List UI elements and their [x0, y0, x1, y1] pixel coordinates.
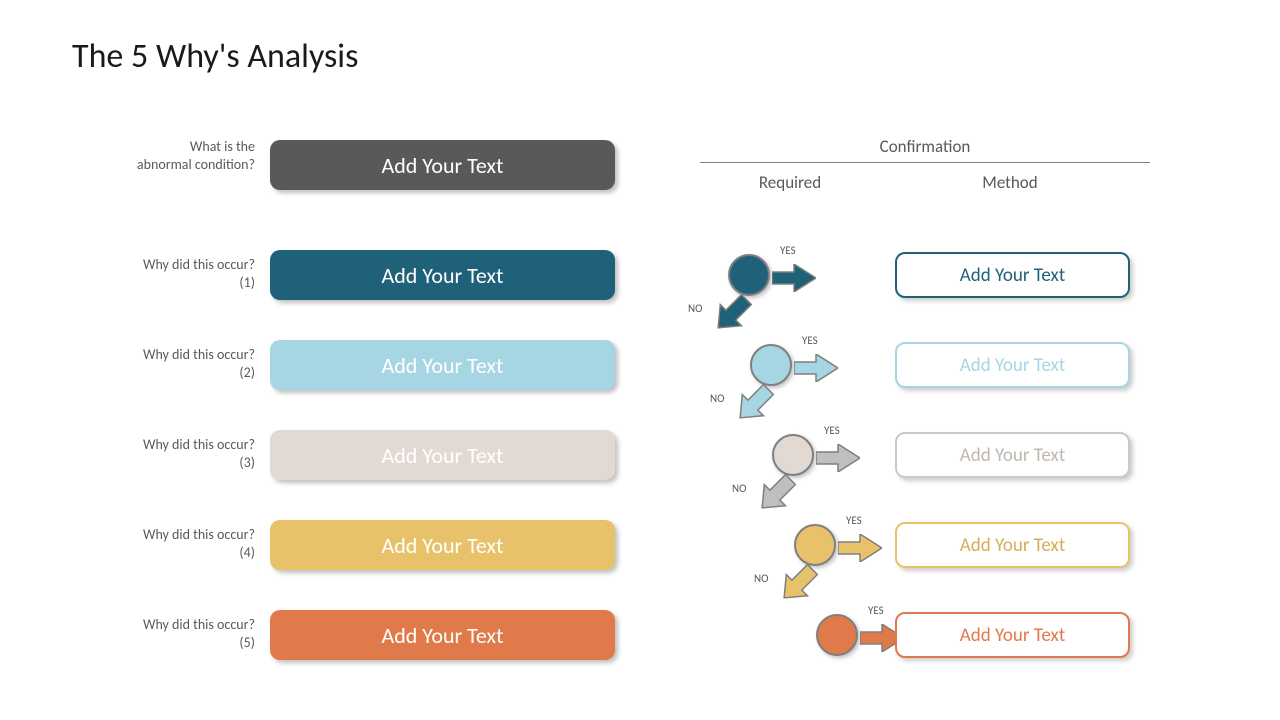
why-box-2[interactable]: Add Your Text	[270, 340, 615, 390]
page-title: The 5 Why's Analysis	[72, 36, 358, 77]
yes-label-2: YES	[802, 334, 818, 347]
no-label-1: NO	[688, 302, 702, 315]
yes-label-4: YES	[846, 514, 862, 527]
why-label-4: Why did this occur? (4)	[135, 526, 255, 562]
no-label-3: NO	[732, 482, 746, 495]
why-box-3[interactable]: Add Your Text	[270, 430, 615, 480]
no-arrow-icon-3	[754, 470, 800, 521]
yes-arrow-icon-1	[772, 264, 816, 297]
no-arrow-icon-4	[776, 560, 822, 611]
abnormal-condition-box[interactable]: Add Your Text	[270, 140, 615, 190]
yes-arrow-icon-4	[838, 534, 882, 567]
yes-arrow-icon-3	[816, 444, 860, 477]
why-label-5: Why did this occur? (5)	[135, 616, 255, 652]
yes-label-1: YES	[780, 244, 796, 257]
why-label-2: Why did this occur? (2)	[135, 346, 255, 382]
method-box-5[interactable]: Add Your Text	[895, 612, 1130, 658]
why-label-3: Why did this occur? (3)	[135, 436, 255, 472]
method-box-4[interactable]: Add Your Text	[895, 522, 1130, 568]
required-header: Required	[730, 172, 850, 193]
method-box-2[interactable]: Add Your Text	[895, 342, 1130, 388]
confirmation-header: Confirmation	[810, 136, 1040, 157]
yes-label-3: YES	[824, 424, 840, 437]
yes-label-5: YES	[868, 604, 884, 617]
why-label-1: Why did this occur? (1)	[135, 256, 255, 292]
no-arrow-icon-1	[710, 290, 756, 341]
no-label-2: NO	[710, 392, 724, 405]
method-box-3[interactable]: Add Your Text	[895, 432, 1130, 478]
no-arrow-icon-2	[732, 380, 778, 431]
no-label-4: NO	[754, 572, 768, 585]
confirmation-divider	[700, 162, 1150, 163]
why-box-1[interactable]: Add Your Text	[270, 250, 615, 300]
abnormal-condition-text: Add Your Text	[381, 152, 503, 179]
why-box-4[interactable]: Add Your Text	[270, 520, 615, 570]
method-box-1[interactable]: Add Your Text	[895, 252, 1130, 298]
method-header: Method	[940, 172, 1080, 193]
yes-arrow-icon-2	[794, 354, 838, 387]
why-box-5[interactable]: Add Your Text	[270, 610, 615, 660]
abnormal-condition-label: What is the abnormal condition?	[135, 138, 255, 174]
decision-circle-5	[816, 614, 858, 656]
